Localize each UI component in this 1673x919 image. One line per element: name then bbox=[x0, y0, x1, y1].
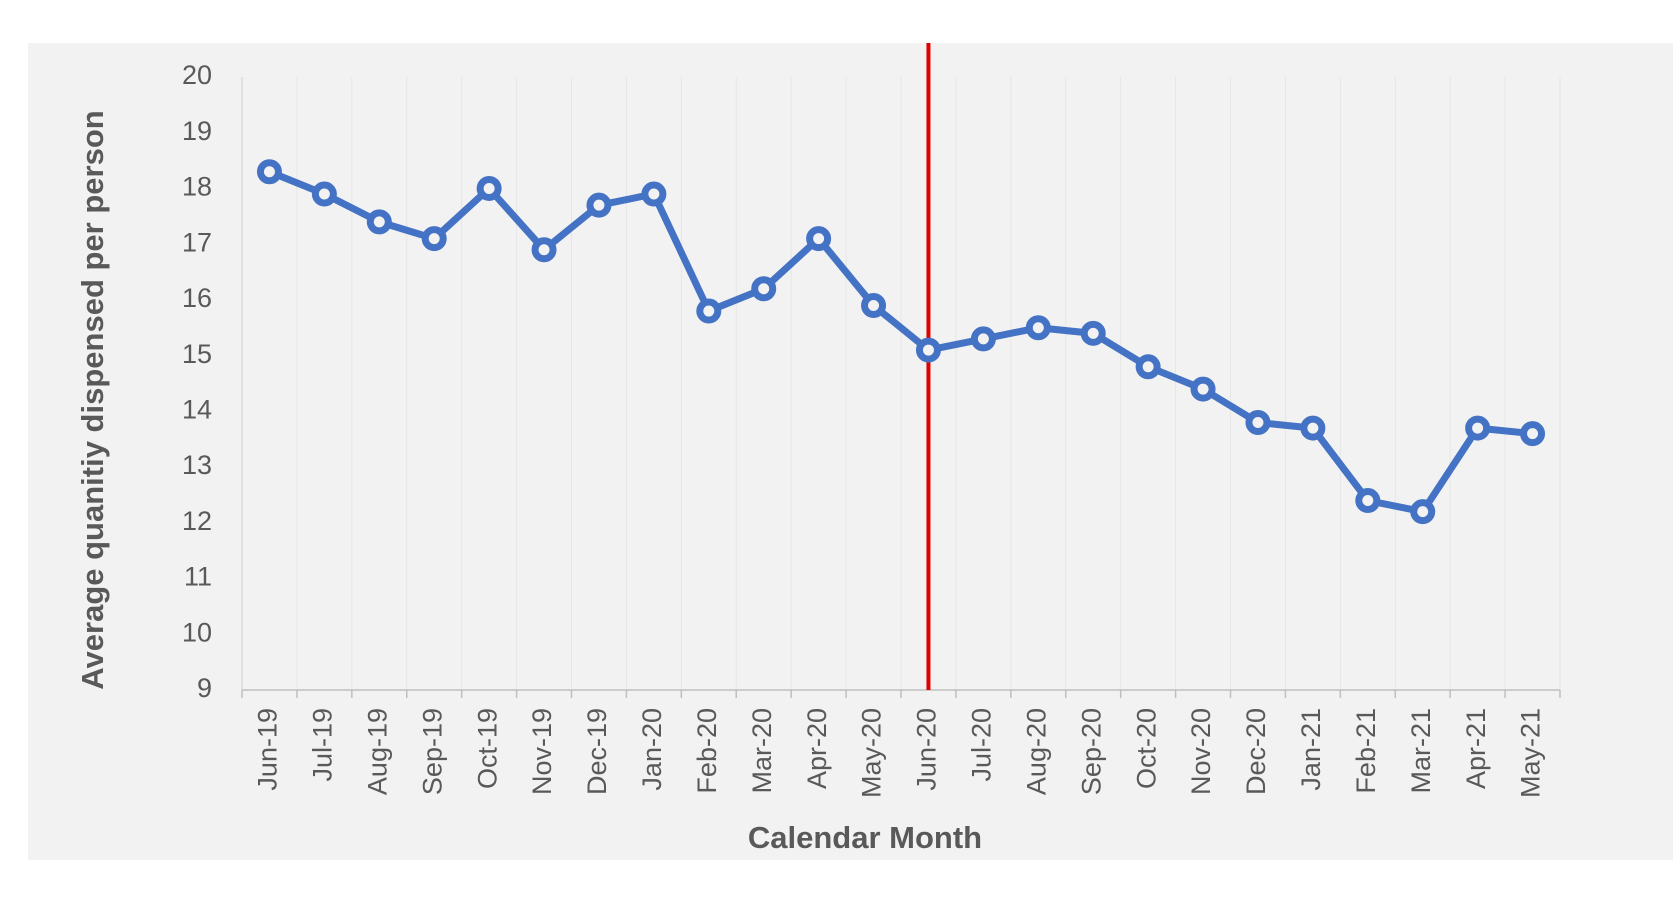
x-tick-label: May-21 bbox=[1516, 708, 1546, 798]
y-tick-label: 13 bbox=[182, 450, 212, 480]
y-tick-label: 19 bbox=[182, 116, 212, 146]
y-tick-label: 18 bbox=[182, 172, 212, 202]
point bbox=[1025, 315, 1051, 341]
x-tick-label: Sep-19 bbox=[417, 708, 447, 795]
point bbox=[311, 181, 337, 207]
x-tick-label: Aug-19 bbox=[362, 708, 392, 795]
x-tick-label: Oct-20 bbox=[1131, 708, 1161, 789]
point bbox=[476, 175, 502, 201]
point bbox=[1355, 488, 1381, 514]
point bbox=[641, 181, 667, 207]
x-axis-title: Calendar Month bbox=[748, 820, 982, 855]
point bbox=[586, 192, 612, 218]
x-tick-label: Feb-21 bbox=[1351, 708, 1381, 794]
y-axis-title: Average quanitiy dispensed per person bbox=[75, 110, 110, 689]
x-tick-label: Jan-20 bbox=[637, 708, 667, 791]
x-tick-label: Jun-20 bbox=[912, 708, 942, 791]
x-tick-label: Nov-19 bbox=[527, 708, 557, 795]
x-tick-label: Dec-20 bbox=[1241, 708, 1271, 795]
x-tick-label: Jul-20 bbox=[967, 708, 997, 782]
point bbox=[1520, 421, 1546, 447]
x-tick-label: Jan-21 bbox=[1296, 708, 1326, 791]
x-tick-label: Jul-19 bbox=[308, 708, 338, 782]
point bbox=[696, 298, 722, 324]
y-tick-label: 10 bbox=[182, 617, 212, 647]
plot-background bbox=[28, 43, 1673, 860]
point bbox=[1245, 410, 1271, 436]
point bbox=[366, 209, 392, 235]
y-tick-label: 16 bbox=[182, 283, 212, 313]
point bbox=[256, 159, 282, 185]
point bbox=[1465, 415, 1491, 441]
point bbox=[1410, 499, 1436, 525]
y-tick-label: 12 bbox=[182, 506, 212, 536]
point bbox=[1135, 354, 1161, 380]
point bbox=[806, 226, 832, 252]
y-tick-label: 20 bbox=[182, 60, 212, 90]
x-tick-label: Dec-19 bbox=[582, 708, 612, 795]
y-tick-label: 9 bbox=[197, 673, 212, 703]
x-tick-label: Mar-20 bbox=[747, 708, 777, 794]
point bbox=[915, 337, 941, 363]
y-tick-label: 17 bbox=[182, 227, 212, 257]
x-tick-label: Aug-20 bbox=[1021, 708, 1051, 795]
x-tick-label: Sep-20 bbox=[1076, 708, 1106, 795]
x-tick-label: Nov-20 bbox=[1186, 708, 1216, 795]
x-tick-label: Apr-20 bbox=[802, 708, 832, 789]
x-tick-label: Apr-21 bbox=[1461, 708, 1491, 789]
point bbox=[1080, 320, 1106, 346]
point bbox=[751, 276, 777, 302]
point bbox=[421, 226, 447, 252]
point bbox=[1190, 376, 1216, 402]
point bbox=[531, 237, 557, 263]
x-tick-label: Feb-20 bbox=[692, 708, 722, 794]
y-tick-label: 14 bbox=[182, 394, 212, 424]
x-tick-label: Oct-19 bbox=[472, 708, 502, 789]
point bbox=[1300, 415, 1326, 441]
x-tick-label: Mar-21 bbox=[1406, 708, 1436, 794]
point bbox=[861, 292, 887, 318]
x-tick-label: Jun-19 bbox=[253, 708, 283, 791]
y-tick-label: 11 bbox=[184, 562, 212, 592]
point bbox=[970, 326, 996, 352]
x-tick-label: May-20 bbox=[857, 708, 887, 798]
y-tick-label: 15 bbox=[182, 339, 212, 369]
